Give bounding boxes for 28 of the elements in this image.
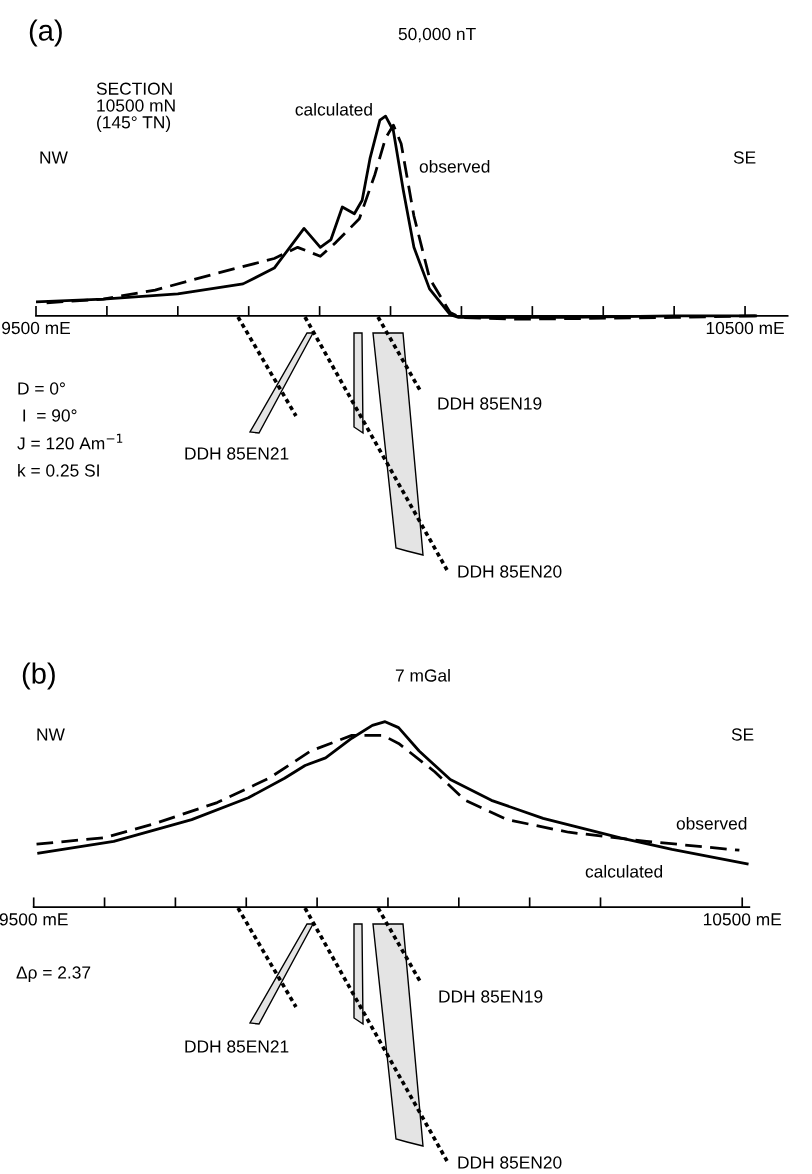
text: 50,000 nT bbox=[398, 27, 476, 43]
annotation: SECTION 10500 mN (145° TN) bbox=[96, 82, 175, 132]
chart-title: (a) bbox=[29, 19, 62, 47]
x-tick-label: 9500 mE bbox=[2, 321, 70, 335]
series-label: observed bbox=[676, 816, 747, 830]
text: I = 90° bbox=[23, 409, 77, 422]
annotation: NW bbox=[37, 728, 65, 741]
text: DDH 85EN20 bbox=[458, 1156, 562, 1169]
x-tick-label: 10500 mE bbox=[706, 321, 784, 335]
text: DDH 85EN19 bbox=[439, 990, 543, 1003]
series-label: calculated bbox=[295, 102, 372, 116]
series-label: calculated bbox=[585, 864, 663, 878]
annotation: SE bbox=[731, 728, 754, 741]
text: Δρ = 2.37 bbox=[16, 966, 91, 983]
series-label: observed bbox=[419, 159, 490, 173]
text: J = 120 Am$^{−1}$ bbox=[17, 433, 123, 450]
text: k = 0.25 SI bbox=[18, 463, 99, 477]
text: DDH 85EN21 bbox=[185, 1040, 289, 1053]
text: 7 mGal bbox=[395, 668, 450, 682]
annotation: NW bbox=[40, 151, 68, 164]
chart-title: (b) bbox=[22, 662, 55, 690]
x-tick-label: 10500 mE bbox=[703, 913, 782, 926]
text: DDH 85EN20 bbox=[458, 565, 562, 578]
annotation: SE bbox=[733, 151, 756, 164]
text: D = 0° bbox=[18, 382, 65, 395]
text: DDH 85EN21 bbox=[185, 447, 289, 460]
x-tick-label: 9500 mE bbox=[0, 913, 68, 926]
text: DDH 85EN19 bbox=[438, 397, 542, 410]
